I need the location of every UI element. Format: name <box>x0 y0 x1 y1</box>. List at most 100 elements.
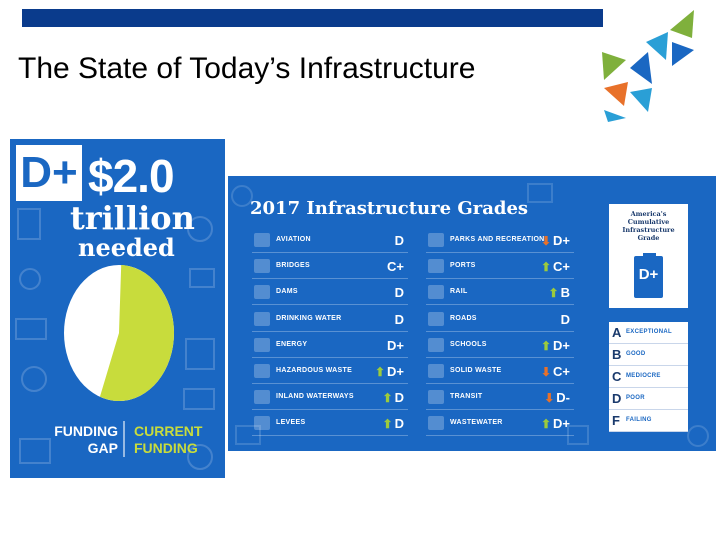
top-accent-bar <box>22 9 603 27</box>
category-name: BRIDGES <box>276 262 310 270</box>
grade-row-drinking-water: DRINKING WATER D <box>252 309 408 332</box>
train-icon <box>428 285 444 300</box>
funding-gap-label-line1: FUNDING <box>54 423 118 439</box>
legend-text: GOOD <box>626 351 646 357</box>
airplane-icon <box>254 233 270 247</box>
grade-value: D <box>394 416 404 432</box>
arrow-up-icon: ⬆ <box>382 391 393 406</box>
grade-legend: A EXCEPTIONAL B GOOD C MEDIOCRE D POOR F FAILING <box>609 322 688 432</box>
category-name: ROADS <box>450 314 477 322</box>
category-grade: ⬆ D <box>383 390 404 405</box>
category-grade: ⬆ B <box>549 285 570 300</box>
category-name: ENERGY <box>276 340 308 348</box>
legend-item: F FAILING <box>609 410 688 432</box>
category-name: LEVEES <box>276 419 306 427</box>
category-grade: ⬆ D+ <box>541 338 570 353</box>
category-grade: ⬇ D+ <box>541 233 570 248</box>
grade-value: C+ <box>553 364 570 379</box>
dam-icon <box>254 285 270 300</box>
category-name: SOLID WASTE <box>450 367 502 374</box>
legend-item: A EXCEPTIONAL <box>609 322 688 344</box>
background-pattern <box>231 183 709 447</box>
caption-line: America's <box>630 210 667 218</box>
current-funding-label: CURRENT FUNDING <box>134 423 202 457</box>
asce-logo-icon <box>602 10 694 122</box>
grade-row-dams: DAMS D <box>252 282 408 306</box>
category-grade: ⬆ D+ <box>375 364 404 379</box>
category-name: TRANSIT <box>450 393 483 401</box>
legend-text: MEDIOCRE <box>626 373 661 379</box>
grade-row-solid-waste: SOLID WASTE ⬇ C+ <box>426 361 574 384</box>
funding-gap-label-line2: GAP <box>87 440 118 456</box>
grade-value: D+ <box>387 337 404 353</box>
current-funding-label-line1: CURRENT <box>134 423 203 439</box>
legend-text: FAILING <box>626 417 652 423</box>
category-name: PARKS AND RECREATION <box>450 236 545 243</box>
bridge-icon <box>254 259 270 274</box>
funding-panel: D+ $2.0 trillion needed FUNDING GAP CURR… <box>10 139 225 478</box>
grade-row-levees: LEVEES ⬆ D <box>252 413 408 437</box>
legend-item: D POOR <box>609 388 688 410</box>
clipboard-icon <box>634 256 663 298</box>
category-name: SCHOOLS <box>450 340 487 348</box>
legend-letter: A <box>612 325 622 340</box>
arrow-down-icon: ⬇ <box>544 391 555 406</box>
arrow-down-icon: ⬇ <box>540 234 552 248</box>
tent-icon <box>428 233 444 247</box>
caption-line: Cumulative <box>627 218 670 226</box>
funding-label: needed <box>78 233 175 262</box>
grade-row-energy: ENERGY D+ <box>252 335 408 358</box>
category-name: DAMS <box>276 288 298 296</box>
faucet-icon <box>428 416 444 431</box>
category-grade: D <box>395 285 404 300</box>
grade-row-hazardous-waste: HAZARDOUS WASTE ⬆ D+ <box>252 361 408 384</box>
cumulative-grade-caption: America's Cumulative Infrastructure Grad… <box>611 210 686 242</box>
school-icon <box>428 337 444 352</box>
slide-title: The State of Today’s Infrastructure <box>18 52 476 85</box>
category-name: PORTS <box>450 262 476 270</box>
current-funding-label-line2: FUNDING <box>134 440 198 456</box>
caption-line: Grade <box>637 234 660 242</box>
caption-line: Infrastructure <box>622 226 675 234</box>
grade-row-rail: RAIL ⬆ B <box>426 282 574 306</box>
legend-item: B GOOD <box>609 344 688 366</box>
grades-title: 2017 Infrastructure Grades <box>250 198 529 219</box>
pie-slice-current-funding <box>99 265 174 401</box>
grade-row-parks-and-recreation: PARKS AND RECREATION ⬇ D+ <box>426 230 574 253</box>
category-name: INLAND WATERWAYS <box>276 393 354 401</box>
arrow-up-icon: ⬆ <box>540 338 552 353</box>
cumulative-grade: D+ <box>638 266 659 283</box>
boat-icon <box>254 390 270 405</box>
ship-icon <box>428 259 444 274</box>
funding-pie-chart <box>64 265 174 401</box>
grade-value: D <box>394 233 404 248</box>
grade-value: D+ <box>553 416 570 432</box>
category-name: WASTEWATER <box>450 419 503 427</box>
grade-value: D+ <box>553 337 570 353</box>
legend-letter: B <box>612 347 622 362</box>
category-grade: ⬆ D+ <box>541 416 570 431</box>
grade-row-roads: ROADS D <box>426 309 574 332</box>
grade-row-wastewater: WASTEWATER ⬆ D+ <box>426 413 574 437</box>
grade-value: D <box>394 285 404 301</box>
category-grade: ⬆ C+ <box>541 259 570 274</box>
funding-amount: $2.0 <box>88 150 175 202</box>
grade-row-aviation: AVIATION D <box>252 230 408 253</box>
lightning-icon <box>254 337 270 352</box>
label-divider <box>123 421 125 457</box>
grade-value: D <box>394 311 404 327</box>
arrow-up-icon: ⬆ <box>548 286 559 301</box>
arrow-up-icon: ⬆ <box>540 260 552 275</box>
grade-row-schools: SCHOOLS ⬆ D+ <box>426 335 574 358</box>
category-grade: D <box>395 312 404 327</box>
category-name: RAIL <box>450 288 468 296</box>
water-drop-icon <box>254 311 270 326</box>
category-name: DRINKING WATER <box>276 314 342 322</box>
grade-row-inland-waterways: INLAND WATERWAYS ⬆ D <box>252 387 408 411</box>
background-pattern <box>15 208 215 470</box>
grade-row-transit: TRANSIT ⬇ D- <box>426 387 574 411</box>
bus-icon <box>428 390 444 405</box>
category-name: HAZARDOUS WASTE <box>276 367 353 374</box>
funding-unit: trillion <box>70 199 195 237</box>
category-grade: ⬇ D- <box>544 390 570 405</box>
